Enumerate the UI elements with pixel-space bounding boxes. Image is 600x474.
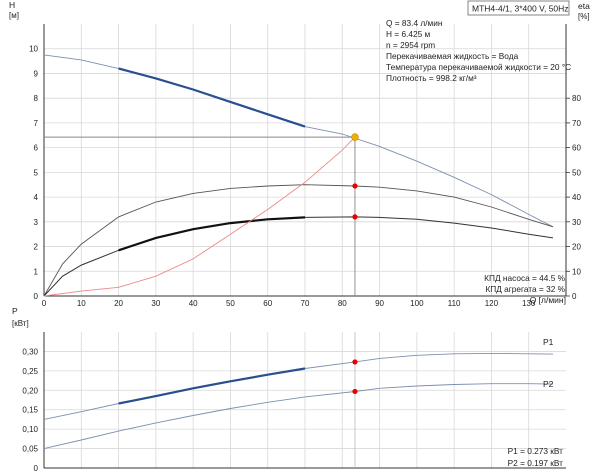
y2-tick-label: 50 — [572, 168, 581, 177]
y2-tick-label: 40 — [572, 193, 581, 202]
y-tick-label: 10 — [29, 45, 38, 54]
bottom-grid — [44, 332, 566, 468]
info-line: Плотность = 998.2 кг/м³ — [386, 73, 477, 83]
y2-tick-label: 20 — [572, 243, 581, 252]
y2-tick-label: 70 — [572, 119, 581, 128]
x-tick-label: 30 — [151, 299, 160, 308]
x-tick-label: 120 — [485, 299, 499, 308]
x-tick-label: 0 — [42, 299, 47, 308]
p1-readout: P1 = 0.273 кВт — [508, 446, 564, 456]
y-axis-label-head: H — [9, 0, 15, 10]
x-axis-label: Q [л/мин] — [530, 295, 566, 305]
x-tick-label: 20 — [114, 299, 123, 308]
duty-marker — [352, 183, 358, 189]
bottom-axes: 0 0,05 0,10 0,15 0,20 0,25 0,30 — [22, 332, 566, 473]
p2-readout: P2 = 0.197 кВт — [508, 458, 564, 468]
y-tick-label: 2 — [34, 243, 39, 252]
y-tick-label: 8 — [34, 94, 39, 103]
y-tick-label: 0 — [34, 292, 39, 301]
top-series — [43, 54, 554, 297]
duty-marker — [352, 214, 358, 220]
y2-axis-unit-eta: [%] — [578, 12, 590, 21]
y2-tick-label: 10 — [572, 267, 581, 276]
duty-marker — [352, 388, 358, 395]
series-label-p2: P2 — [543, 379, 554, 389]
y-axis-unit-power: [кВт] — [12, 319, 29, 328]
info-block: Q = 83.4 л/мин H = 6.425 м n = 2954 rpm … — [386, 18, 571, 83]
y-tick-label: 4 — [34, 193, 39, 202]
y2-tick-label: 30 — [572, 218, 581, 227]
y-tick-label: 0,30 — [22, 347, 38, 356]
info-line: H = 6.425 м — [386, 29, 431, 39]
x-tick-label: 40 — [189, 299, 198, 308]
bottom-series — [43, 332, 554, 468]
series-label-p1: P1 — [543, 337, 554, 347]
y-tick-label: 5 — [34, 168, 39, 177]
y2-tick-label: 80 — [572, 94, 581, 103]
title-box — [467, 0, 570, 16]
series-p2 — [43, 383, 554, 450]
x-tick-label: 80 — [338, 299, 347, 308]
system-curve-curve — [43, 136, 356, 297]
info-line: Q = 83.4 л/мин — [386, 18, 442, 28]
info-line: Температура перекачиваемой жидкости = 20… — [386, 62, 571, 72]
x-tick-label: 50 — [226, 299, 235, 308]
y-tick-label: 1 — [34, 267, 39, 276]
head-operating-range — [118, 67, 306, 128]
x-tick-label: 130 — [522, 299, 536, 308]
y-tick-label: 6 — [34, 144, 39, 153]
y-axis-unit-head: [м] — [9, 11, 19, 20]
duty-marker — [351, 133, 359, 141]
y2-tick-label: 0 — [572, 292, 577, 301]
top-grid — [44, 24, 566, 296]
x-tick-label: 70 — [301, 299, 310, 308]
x-tick-label: 110 — [448, 299, 461, 308]
pump-efficiency-curve — [43, 184, 554, 297]
y-tick-label: 7 — [34, 119, 39, 128]
y-tick-label: 0,20 — [22, 386, 38, 395]
y2-axis-label-eta: eta — [578, 1, 590, 11]
y-tick-label: 0 — [34, 464, 39, 473]
y-tick-label: 9 — [34, 69, 39, 78]
x-tick-label: 100 — [410, 299, 424, 308]
series-p1-operating-range — [118, 367, 306, 405]
y-tick-label: 0,05 — [22, 445, 38, 454]
x-tick-label: 90 — [375, 299, 384, 308]
pump-efficiency-readout: КПД насоса = 44.5 % — [484, 273, 565, 283]
info-line: Перекачиваемая жидкость = Вода — [386, 51, 519, 61]
y-tick-label: 0,25 — [22, 367, 38, 376]
info-line: n = 2954 rpm — [386, 40, 435, 50]
duty-marker — [352, 359, 358, 365]
x-tick-label: 60 — [263, 299, 272, 308]
y2-tick-label: 60 — [572, 144, 581, 153]
unit-efficiency-operating-range — [118, 216, 306, 252]
y-tick-label: 0,15 — [22, 406, 38, 415]
unit-efficiency-readout: КПД агрегата = 32 % — [485, 284, 565, 294]
y-tick-label: 3 — [34, 218, 39, 227]
x-tick-label: 10 — [77, 299, 86, 308]
top-axes: 0 10 20 30 40 50 60 70 80 90 100 110 120 130012345678… — [29, 24, 581, 308]
y-tick-label: 0,10 — [22, 425, 38, 434]
y-axis-label-power: P — [12, 306, 18, 316]
chart-title: MTH4-4/1, 3*400 V, 50Hz — [472, 4, 569, 14]
